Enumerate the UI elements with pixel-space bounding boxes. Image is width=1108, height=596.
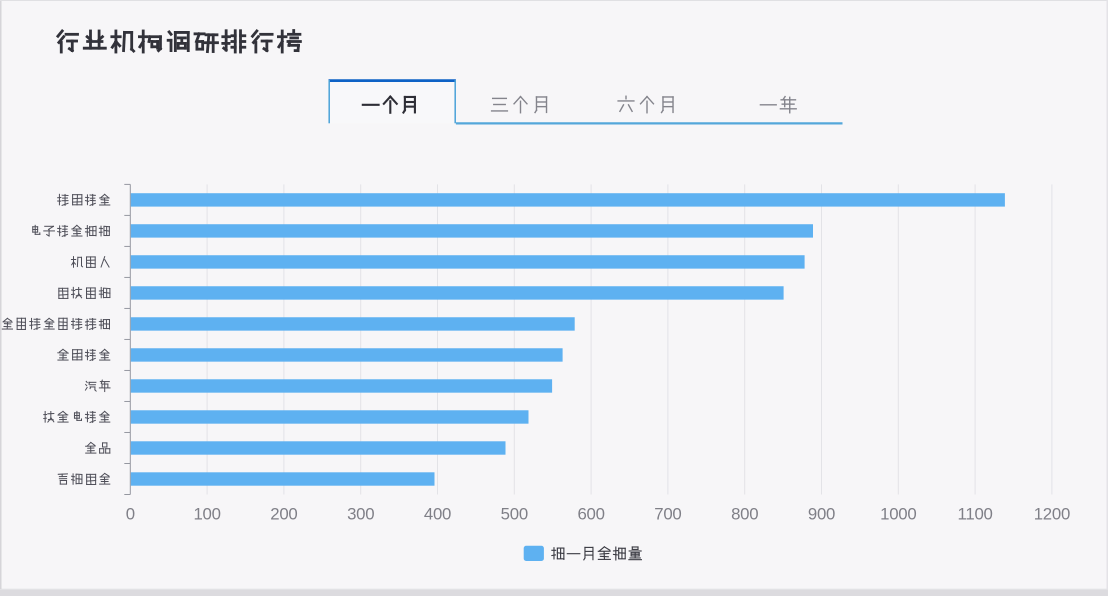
svg-text:600: 600	[577, 505, 604, 524]
svg-text:300: 300	[347, 505, 374, 524]
svg-text:100: 100	[193, 505, 220, 524]
svg-text:900: 900	[808, 505, 835, 524]
svg-text:700: 700	[654, 505, 681, 524]
svg-text:200: 200	[270, 505, 297, 524]
svg-text:500: 500	[501, 505, 528, 524]
svg-text:1200: 1200	[1034, 505, 1070, 524]
svg-text:0: 0	[126, 505, 135, 524]
svg-text:800: 800	[731, 505, 758, 524]
svg-text:1000: 1000	[880, 505, 916, 524]
svg-text:1100: 1100	[958, 505, 993, 524]
svg-text:400: 400	[424, 505, 451, 524]
